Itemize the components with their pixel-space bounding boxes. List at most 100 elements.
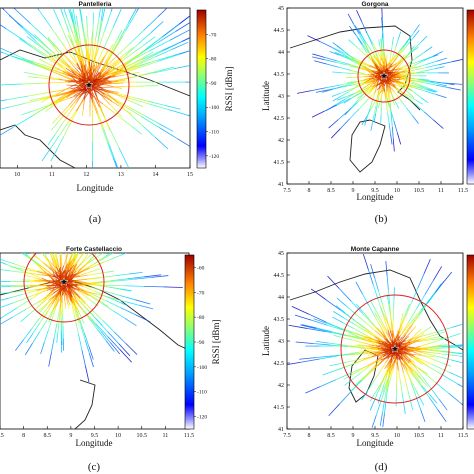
signal-track-segment (365, 67, 373, 73)
colorbar-tick-label: -70 (209, 32, 217, 38)
signal-track-segment (89, 255, 95, 261)
signal-track-segment (410, 359, 415, 363)
signal-track-segment (83, 286, 95, 292)
signal-track-segment (395, 82, 401, 86)
signal-track-segment (385, 81, 391, 84)
signal-track-segment (41, 208, 46, 223)
signal-track-segment (297, 90, 312, 94)
signal-track-segment (392, 352, 394, 356)
signal-track-segment (367, 354, 373, 356)
panel-b-map (289, 8, 463, 173)
signal-track-segment (115, 68, 137, 76)
signal-track-segment (360, 82, 367, 86)
signal-track-segment (336, 45, 345, 52)
signal-track-segment (37, 44, 50, 54)
signal-track-segment (50, 27, 65, 46)
signal-track-segment (66, 295, 69, 299)
signal-track-segment (373, 44, 378, 52)
signal-track-segment (24, 253, 28, 256)
panel-b-title: Gorgona (361, 1, 388, 8)
signal-track-segment (411, 383, 417, 397)
signal-track-segment (382, 314, 389, 330)
signal-track-segment (449, 83, 463, 85)
signal-track-segment (374, 84, 378, 94)
signal-track-segment (57, 291, 61, 294)
signal-track-segment (20, 314, 29, 323)
signal-track-segment (78, 48, 82, 61)
signal-track-segment (343, 374, 352, 380)
signal-track-segment (407, 354, 413, 359)
signal-track-segment (365, 44, 370, 53)
signal-track-segment (111, 39, 118, 50)
signal-track-segment (390, 43, 393, 52)
signal-track-segment (375, 347, 382, 350)
signal-track-segment (107, 214, 118, 227)
signal-track-segment (365, 81, 372, 84)
signal-track-segment (390, 133, 393, 145)
signal-track-segment (68, 301, 71, 306)
signal-track-segment (149, 103, 169, 111)
signal-track-segment (425, 64, 440, 68)
signal-track-segment (401, 349, 412, 352)
signal-track-segment (105, 340, 115, 352)
signal-track-segment (405, 67, 416, 72)
signal-track-segment (363, 81, 374, 89)
signal-track-segment (48, 286, 62, 289)
signal-track-segment (409, 61, 420, 66)
signal-track-segment (400, 357, 403, 361)
signal-track-segment (33, 227, 40, 242)
signal-track-segment (374, 384, 381, 394)
signal-track-segment (51, 258, 57, 272)
signal-track-segment (377, 61, 381, 65)
signal-track-segment (352, 372, 362, 380)
signal-track-segment (387, 92, 390, 99)
signal-track-segment (83, 100, 85, 106)
signal-track-segment (435, 94, 447, 99)
signal-track-segment (93, 277, 101, 279)
signal-track-segment (57, 135, 65, 149)
signal-track-segment (69, 111, 78, 124)
signal-track-segment (451, 323, 463, 328)
signal-track-segment (361, 86, 375, 94)
signal-track-segment (46, 298, 53, 304)
signal-track-segment (340, 81, 355, 86)
signal-track-segment (61, 113, 70, 125)
signal-track-segment (387, 112, 390, 124)
signal-track-segment (299, 357, 316, 360)
signal-track-segment (123, 97, 134, 103)
signal-track-segment (79, 8, 83, 21)
signal-track-segment (396, 360, 400, 371)
signal-track-segment (420, 78, 430, 81)
signal-track-segment (73, 94, 77, 97)
signal-track-segment (372, 356, 384, 369)
signal-track-segment (433, 359, 443, 364)
signal-track-segment (439, 61, 453, 65)
signal-track-segment (376, 64, 379, 68)
signal-track-segment (75, 280, 88, 284)
signal-track-segment (402, 67, 409, 70)
signal-track-segment (70, 292, 72, 295)
signal-track-segment (62, 285, 73, 298)
signal-track-segment (33, 34, 44, 44)
signal-track-segment (369, 38, 374, 46)
signal-track-segment (136, 60, 159, 69)
signal-track-segment (365, 109, 372, 118)
signal-track-segment (60, 8, 64, 16)
signal-track-segment (44, 232, 48, 245)
signal-track-segment (409, 362, 417, 367)
signal-track-segment (355, 281, 363, 294)
signal-track-segment (65, 94, 71, 99)
signal-track-segment (108, 44, 114, 52)
signal-track-segment (375, 97, 378, 106)
signal-track-segment (334, 51, 344, 57)
x-tick-label: 12 (83, 172, 89, 178)
y-tick-label: 41 (278, 427, 284, 433)
signal-track-segment (364, 85, 372, 94)
signal-track-segment (46, 233, 49, 241)
signal-track-segment (398, 370, 401, 382)
signal-track-segment (363, 65, 372, 71)
signal-track-segment (395, 49, 401, 57)
signal-track-segment (25, 228, 31, 237)
signal-track-segment (73, 279, 81, 281)
signal-track-segment (79, 10, 84, 31)
